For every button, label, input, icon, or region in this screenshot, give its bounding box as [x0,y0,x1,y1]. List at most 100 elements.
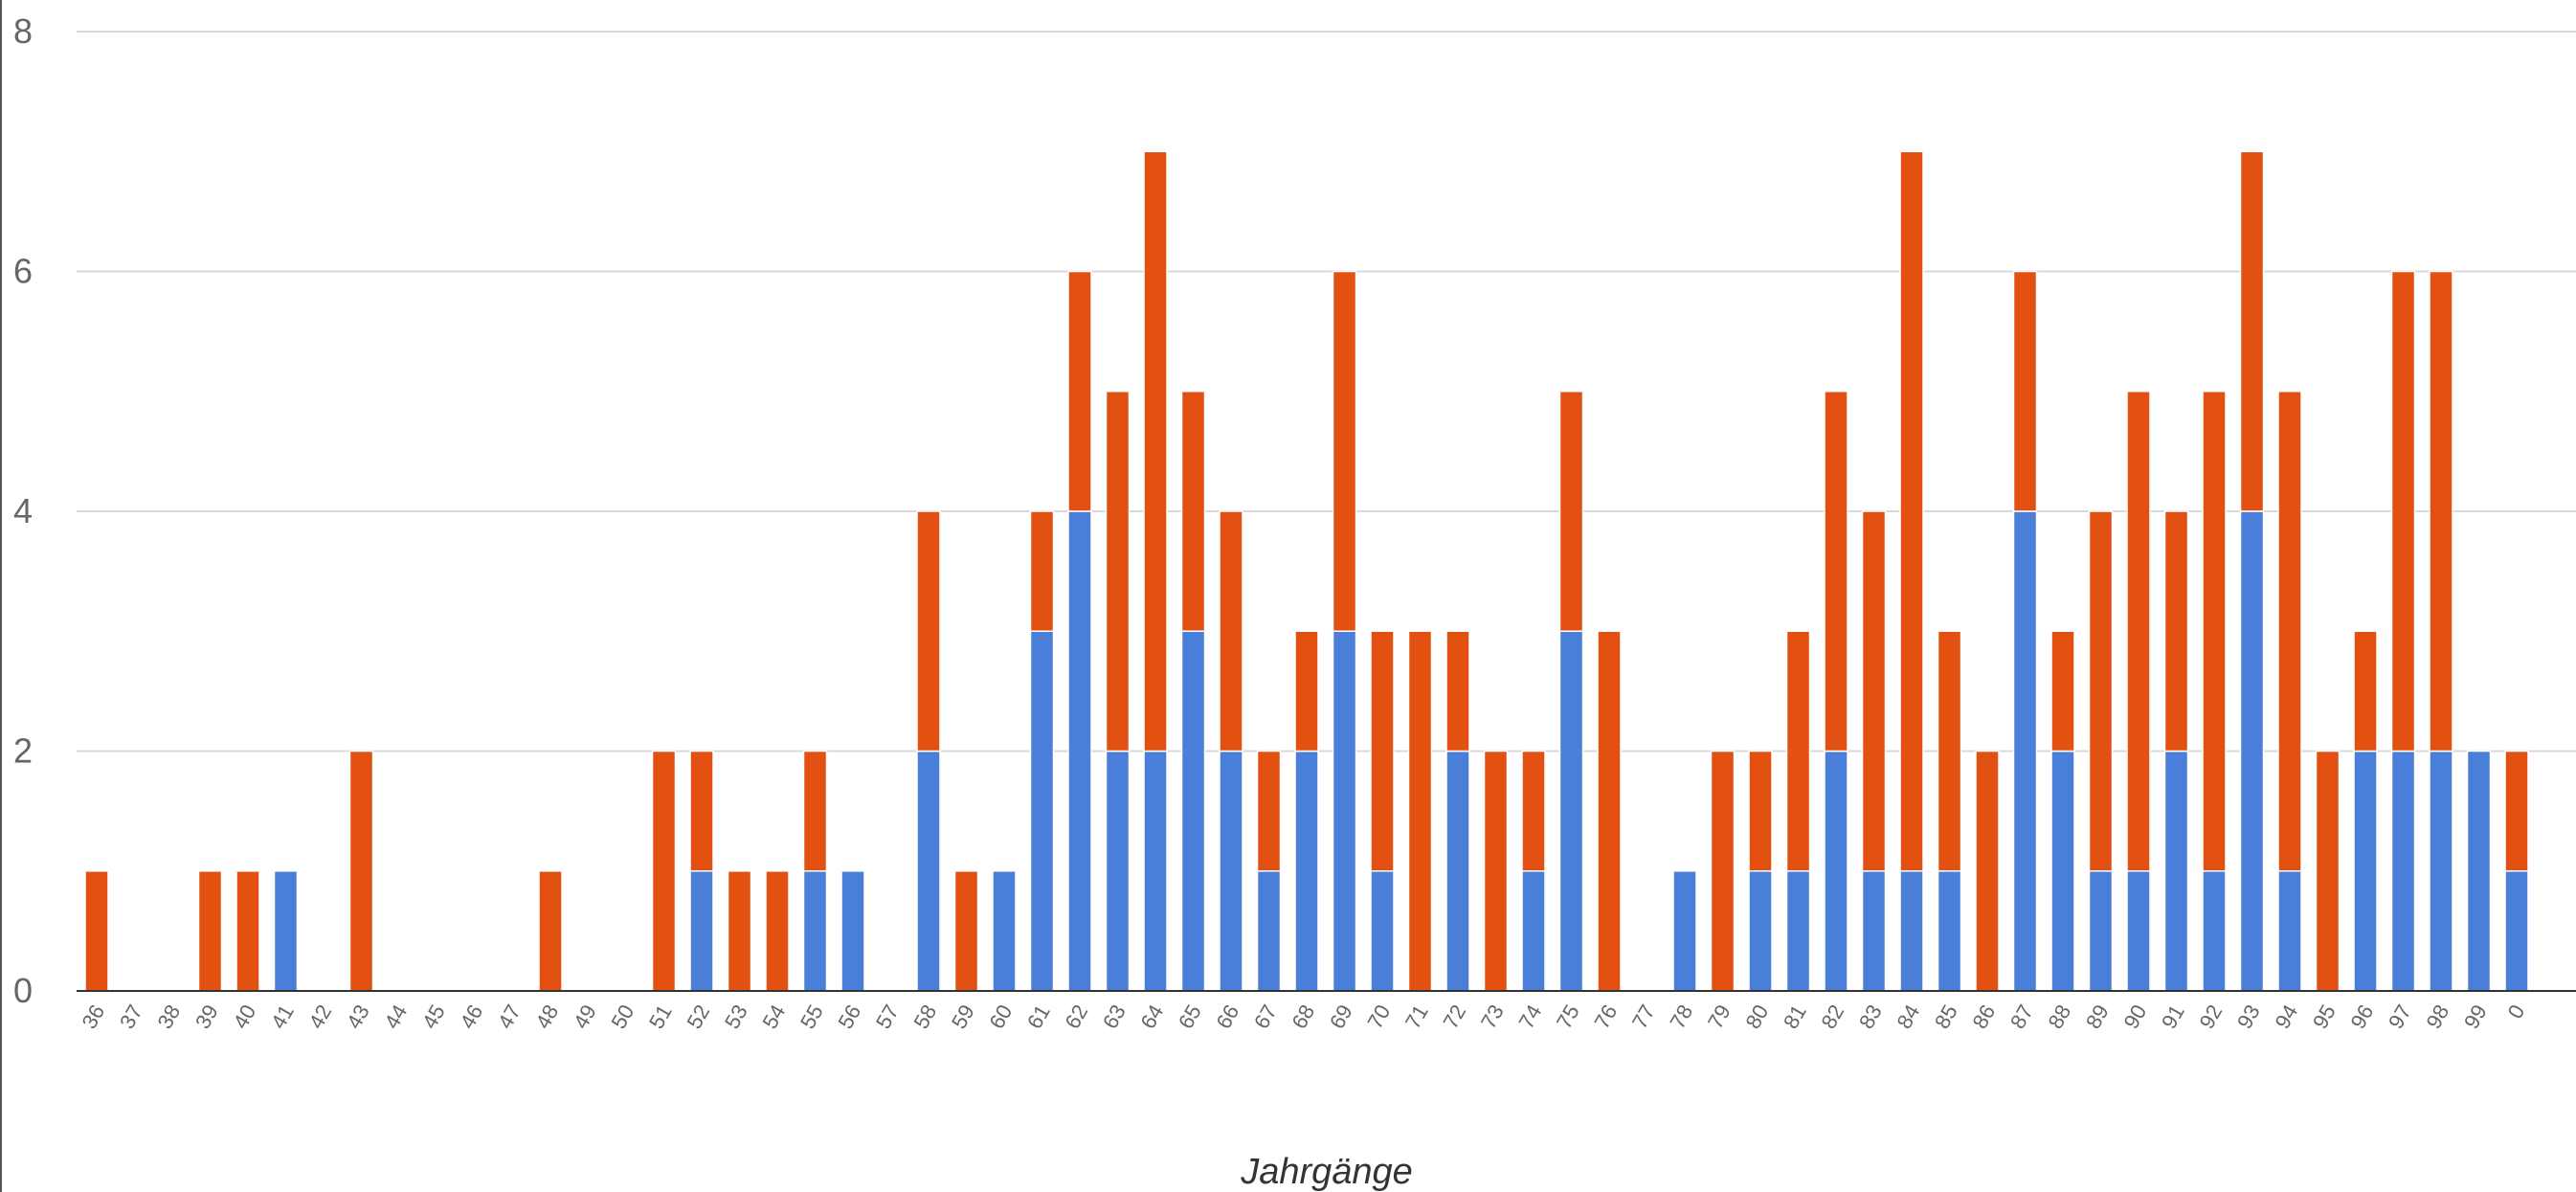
x-tick-label: 81 [1779,1001,1811,1033]
x-tick-label: 73 [1476,1001,1509,1033]
bar-segment [1370,630,1395,872]
y-tick-label: 0 [13,971,33,1010]
x-tick-label: 48 [530,1001,563,1033]
x-tick-label: 46 [455,1001,487,1033]
x-tick-label: 0 [2503,1001,2530,1023]
bar-segment [2202,870,2227,992]
x-tick-label: 53 [720,1001,752,1033]
bar-segment [1143,150,1168,753]
x-tick-label: 64 [1135,1001,1168,1033]
bar-segment [1029,510,1055,632]
bar-segment [2163,510,2189,753]
y-tick-label: 2 [13,731,33,771]
bar-segment [1219,510,1243,753]
x-tick-label: 65 [1174,1001,1206,1033]
bar-segment [2088,510,2114,872]
bar-segment [2012,510,2038,992]
bar-segment [1597,630,1622,992]
x-tick-label: 47 [493,1001,526,1033]
bar-segment [1672,870,1697,992]
x-tick-label: 72 [1438,1001,1470,1033]
bar-segment [2504,750,2529,872]
bar-segment [1748,750,1773,872]
bar-segment [2504,870,2529,992]
bar-segment [2239,510,2265,992]
bar-segment [1445,750,1470,992]
x-tick-label: 92 [2194,1001,2227,1033]
x-tick-label: 41 [266,1001,299,1033]
y-tick-label: 8 [13,11,33,51]
x-tick-label: 88 [2043,1001,2075,1033]
x-tick-label: 90 [2118,1001,2151,1033]
x-tick-label: 97 [2384,1001,2416,1033]
x-tick-label: 42 [303,1001,336,1033]
x-tick-label: 69 [1325,1001,1357,1033]
x-tick-label: 91 [2157,1001,2189,1033]
x-tick-label: 45 [417,1001,450,1033]
x-tick-label: 80 [1740,1001,1773,1033]
bar-segment [1824,391,1848,753]
bar-segment [1710,750,1736,992]
x-tick-label: 84 [1892,1001,1924,1033]
bar-segment [1256,750,1282,872]
bar-segment [1105,750,1131,992]
x-tick-label: 78 [1665,1001,1697,1033]
y-axis-ticks: 0 2 4 6 8 [13,11,33,1010]
x-tick-label: 87 [2005,1001,2038,1033]
x-tick-label: 75 [1552,1001,1584,1033]
y-tick-label: 6 [13,252,33,291]
bar-segment [1294,750,1319,992]
bar-segment [1029,630,1055,992]
bar-segment [1332,270,1357,632]
x-tick-label: 74 [1513,1001,1546,1033]
bar-segment [84,870,109,992]
x-tick-label: 40 [228,1001,260,1033]
x-tick-label: 96 [2345,1001,2378,1033]
bar-segment [651,750,677,992]
x-tick-label: 54 [757,1001,790,1033]
bar-segment [1937,870,1962,992]
bar-segment [689,870,714,992]
bar-segment [2239,150,2265,512]
bar-segment [2466,750,2492,992]
bar-segment [1558,630,1584,992]
x-tick-label: 38 [152,1001,185,1033]
bars [84,150,2529,992]
bar-segment [1975,750,2000,992]
x-tick-label: 82 [1816,1001,1848,1033]
bar-segment [1219,750,1243,992]
bar-segment [1445,630,1470,753]
x-tick-label: 76 [1589,1001,1622,1033]
x-tick-label: 43 [342,1001,374,1033]
x-tick-label: 59 [947,1001,979,1033]
x-axis-title: Jahrgänge [1240,1152,1413,1192]
bar-segment [1558,391,1584,632]
bar-segment [2050,630,2075,753]
x-tick-label: 36 [77,1001,109,1033]
bar-segment [2277,870,2302,992]
x-tick-label: 50 [606,1001,638,1033]
bar-segment [2429,750,2453,992]
bar-segment [1785,870,1811,992]
bar-segment [2353,630,2378,753]
bar-segment [1785,630,1811,872]
bar-segment [2050,750,2075,992]
bar-segment [348,750,374,992]
x-tick-label: 68 [1287,1001,1319,1033]
bar-segment [802,750,828,872]
x-tick-label: 89 [2081,1001,2114,1033]
bar-segment [1937,630,1962,872]
bar-segment [197,870,223,992]
bar-segment [2315,750,2341,992]
y-tick-label: 4 [13,491,33,530]
bar-segment [916,750,941,992]
bar-segment [2126,391,2151,872]
bar-segment [2277,391,2302,872]
bar-segment [1748,870,1773,992]
x-tick-label: 77 [1627,1001,1660,1033]
bar-segment [1294,630,1319,753]
bar-segment [953,870,979,992]
x-tick-label: 58 [908,1001,941,1033]
x-tick-label: 94 [2270,1001,2302,1033]
x-tick-label: 57 [871,1001,904,1033]
